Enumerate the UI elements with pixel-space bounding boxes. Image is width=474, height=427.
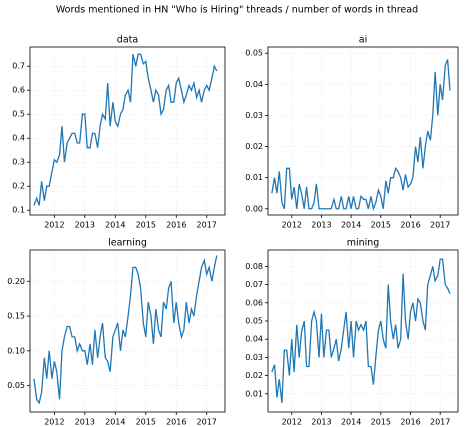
y-tick-label: 0.08 <box>245 262 263 271</box>
x-tick-label: 2012 <box>282 418 302 427</box>
x-tick-label: 2015 <box>371 221 391 230</box>
axes-frame <box>29 249 226 413</box>
y-tick-label: 0.4 <box>12 134 25 143</box>
data-line <box>271 258 451 403</box>
y-tick-label: 0.2 <box>12 182 25 191</box>
axes-frame <box>267 46 459 216</box>
x-tick-label: 2017 <box>197 418 217 427</box>
x-tick-label: 2015 <box>371 418 391 427</box>
x-tick-label: 2017 <box>430 221 450 230</box>
y-tick-label: 0.05 <box>7 381 25 390</box>
y-tick-label: 0.10 <box>7 346 25 355</box>
y-tick-label: 0.20 <box>7 277 25 286</box>
x-tick-label: 2016 <box>400 418 420 427</box>
data-line <box>271 59 451 212</box>
x-tick-label: 2013 <box>75 221 95 230</box>
data-line <box>33 53 218 206</box>
x-tick-label: 2015 <box>136 418 156 427</box>
x-tick-label: 2016 <box>400 221 420 230</box>
y-tick-label: 0.6 <box>12 86 25 95</box>
y-tick-label: 0.04 <box>245 335 263 344</box>
axes-frame <box>29 46 226 216</box>
y-tick-label: 0.03 <box>245 353 263 362</box>
y-tick-label: 0.06 <box>245 298 263 307</box>
y-tick-label: 0.15 <box>7 312 25 321</box>
x-tick-label: 2017 <box>197 221 217 230</box>
y-tick-label: 0.04 <box>245 80 263 89</box>
x-tick-label: 2013 <box>311 221 331 230</box>
x-tick-label: 2013 <box>75 418 95 427</box>
subplot-title: learning <box>108 238 147 249</box>
y-tick-label: 0.02 <box>245 142 263 151</box>
y-tick-label: 0.02 <box>245 371 263 380</box>
x-tick-label: 2013 <box>311 418 331 427</box>
y-tick-label: 0.01 <box>245 389 263 398</box>
y-tick-label: 0.07 <box>245 280 263 289</box>
subplot-title: data <box>117 35 138 46</box>
y-tick-label: 0.5 <box>12 110 25 119</box>
x-tick-label: 2014 <box>105 221 125 230</box>
y-tick-label: 0.3 <box>12 158 25 167</box>
y-tick-label: 0.01 <box>245 173 263 182</box>
x-tick-label: 2012 <box>44 221 64 230</box>
y-tick-label: 0.7 <box>12 62 25 71</box>
x-tick-label: 2012 <box>44 418 64 427</box>
x-tick-label: 2015 <box>136 221 156 230</box>
x-tick-label: 2014 <box>341 418 361 427</box>
x-tick-label: 2017 <box>430 418 450 427</box>
y-tick-label: 0.03 <box>245 111 263 120</box>
data-line <box>33 255 218 405</box>
y-tick-label: 0.05 <box>245 316 263 325</box>
y-tick-label: 0.05 <box>245 49 263 58</box>
subplot-title: mining <box>347 238 380 249</box>
subplot-title: ai <box>359 35 367 46</box>
x-tick-label: 2016 <box>166 418 186 427</box>
x-tick-label: 2014 <box>341 221 361 230</box>
x-tick-label: 2012 <box>282 221 302 230</box>
axes-frame <box>267 249 459 413</box>
y-tick-label: 0.1 <box>12 206 25 215</box>
suptitle: Words mentioned in HN "Who is Hiring" th… <box>56 5 418 16</box>
x-tick-label: 2014 <box>105 418 125 427</box>
x-tick-label: 2016 <box>166 221 186 230</box>
y-tick-label: 0.00 <box>245 204 263 213</box>
